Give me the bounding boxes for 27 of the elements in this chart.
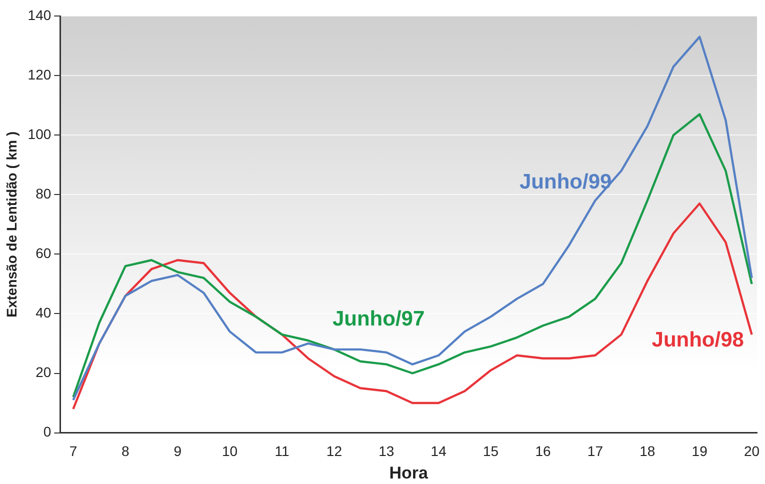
y-tick-label: 120 — [28, 66, 52, 82]
y-tick-label: 20 — [36, 364, 52, 380]
series-label: Junho/98 — [652, 328, 744, 352]
series-label: Junho/97 — [332, 307, 425, 330]
x-tick-label: 20 — [744, 443, 760, 460]
x-tick-label: 10 — [222, 443, 238, 460]
x-tick-label: 16 — [535, 443, 551, 460]
x-tick-label: 7 — [69, 443, 78, 460]
x-tick-label: 14 — [430, 443, 447, 460]
y-axis-title: Extensão de Lentidão ( km ) — [3, 131, 20, 318]
x-tick-label: 17 — [587, 443, 604, 460]
x-axis-title: Hora — [389, 463, 428, 482]
x-tick-label: 13 — [378, 443, 394, 460]
x-tick-label: 18 — [640, 443, 656, 460]
series-label: Junho/99 — [520, 170, 612, 194]
y-tick-label: 80 — [36, 185, 52, 202]
x-tick-label: 19 — [692, 443, 708, 460]
y-tick-label: 60 — [36, 245, 52, 262]
x-tick-label: 11 — [274, 443, 290, 460]
y-tick-label: 140 — [28, 6, 52, 23]
x-tick-label: 9 — [174, 443, 182, 460]
x-tick-label: 8 — [122, 443, 130, 460]
y-tick-label: 0 — [43, 424, 52, 440]
y-tick-label: 100 — [28, 126, 52, 142]
y-tick-label: 40 — [36, 304, 52, 321]
x-tick-label: 15 — [483, 443, 499, 460]
x-tick-label: 12 — [326, 443, 342, 460]
